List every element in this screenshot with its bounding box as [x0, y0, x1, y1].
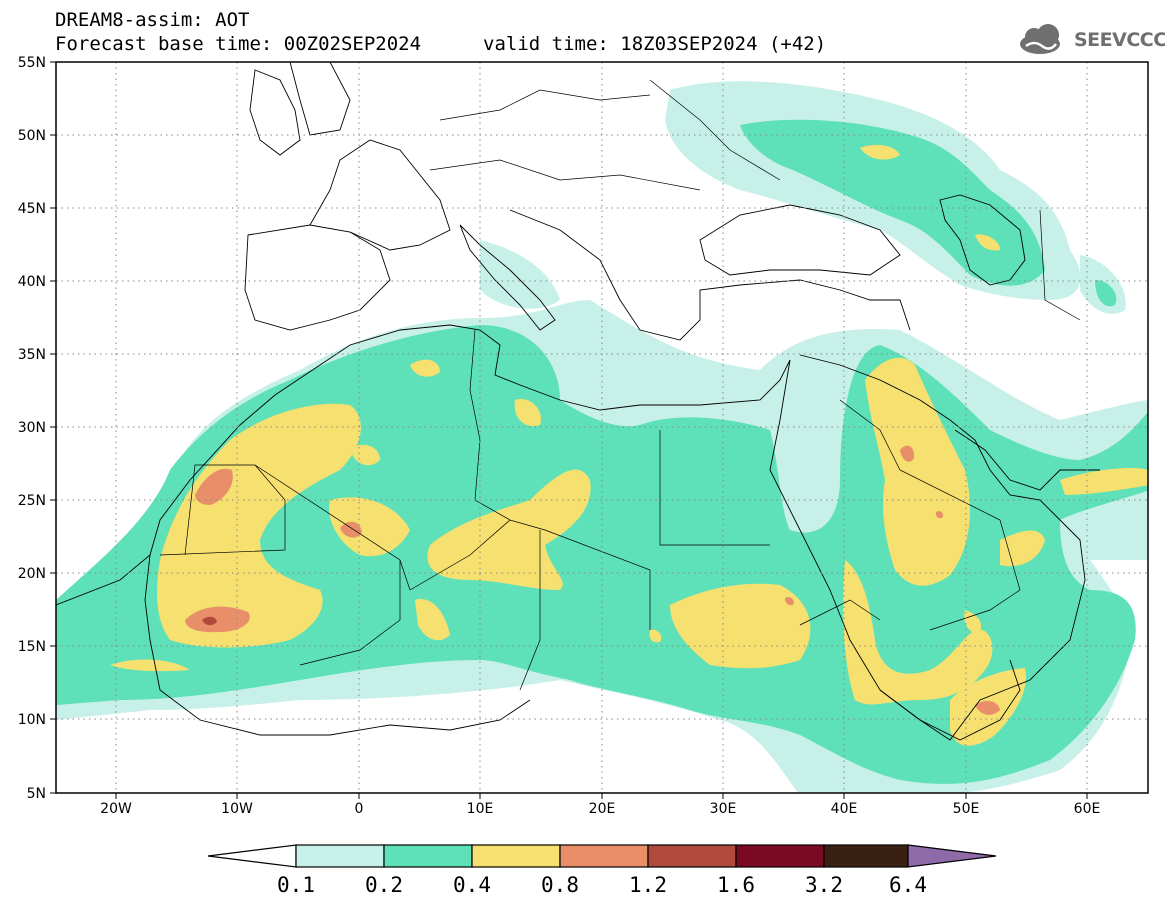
colorbar-swatch: [383, 844, 473, 868]
lat-label: 50N: [18, 128, 46, 144]
logo: [1020, 24, 1060, 54]
lat-label: 15N: [18, 639, 46, 655]
axis-ticks: [50, 61, 1088, 799]
coastlines: [56, 62, 1100, 741]
lat-label: 40N: [18, 274, 46, 290]
aot-band-1.2: [202, 616, 217, 626]
lat-label: 55N: [18, 55, 46, 71]
colorbar-label: 0.4: [453, 873, 491, 897]
lon-label: 40E: [831, 801, 858, 817]
lat-label: 5N: [27, 786, 46, 802]
lon-label: 50E: [953, 801, 980, 817]
cloud-icon: [1020, 24, 1060, 54]
colorbar-swatch: [735, 844, 825, 868]
lat-label: 10N: [18, 712, 46, 728]
logo-text: SEEVCCC: [1074, 29, 1165, 51]
lon-label: 30E: [710, 801, 737, 817]
lat-label: 30N: [18, 420, 46, 436]
lon-label: 20E: [589, 801, 616, 817]
forecast-base-time: Forecast base time: 00Z02SEP2024: [55, 33, 422, 55]
graticule: [56, 62, 1148, 793]
colorbar-swatch: [471, 844, 561, 868]
lon-label: 20W: [100, 801, 132, 817]
aot-band-0.8: [185, 445, 1000, 715]
colorbar-swatch: [823, 844, 909, 868]
colorbar-label: 1.6: [717, 873, 755, 897]
colorbar-swatch: [295, 844, 385, 868]
colorbar-arrow-high: [907, 844, 997, 868]
colorbar-arrow-low: [207, 844, 297, 868]
lon-label: 10E: [467, 801, 494, 817]
lat-label: 20N: [18, 566, 46, 582]
lon-label: 10W: [221, 801, 253, 817]
colorbar: [207, 844, 997, 868]
lon-label: 60E: [1074, 801, 1101, 817]
map-title: DREAM8-assim: AOT: [55, 9, 250, 31]
colorbar-label: 6.4: [889, 873, 927, 897]
lon-label: 0: [355, 801, 364, 817]
lat-label: 35N: [18, 347, 46, 363]
colorbar-swatch: [559, 844, 649, 868]
valid-time: valid time: 18Z03SEP2024 (+42): [483, 33, 827, 55]
aot-band-0.4: [110, 144, 1148, 746]
lat-label: 25N: [18, 493, 46, 509]
lat-label: 45N: [18, 201, 46, 217]
colorbar-label: 0.2: [365, 873, 403, 897]
colorbar-swatch: [647, 844, 737, 868]
colorbar-label: 1.2: [629, 873, 667, 897]
colorbar-label: 0.1: [277, 873, 315, 897]
borders: [159, 79, 1081, 691]
colorbar-label: 0.8: [541, 873, 579, 897]
colorbar-label: 3.2: [805, 873, 843, 897]
